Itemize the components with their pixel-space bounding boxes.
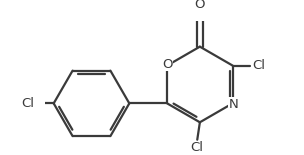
Text: Cl: Cl <box>252 59 265 72</box>
Text: O: O <box>162 58 172 71</box>
Text: O: O <box>195 0 205 11</box>
Text: N: N <box>228 97 238 111</box>
Text: Cl: Cl <box>190 141 203 154</box>
Text: Cl: Cl <box>21 97 34 110</box>
